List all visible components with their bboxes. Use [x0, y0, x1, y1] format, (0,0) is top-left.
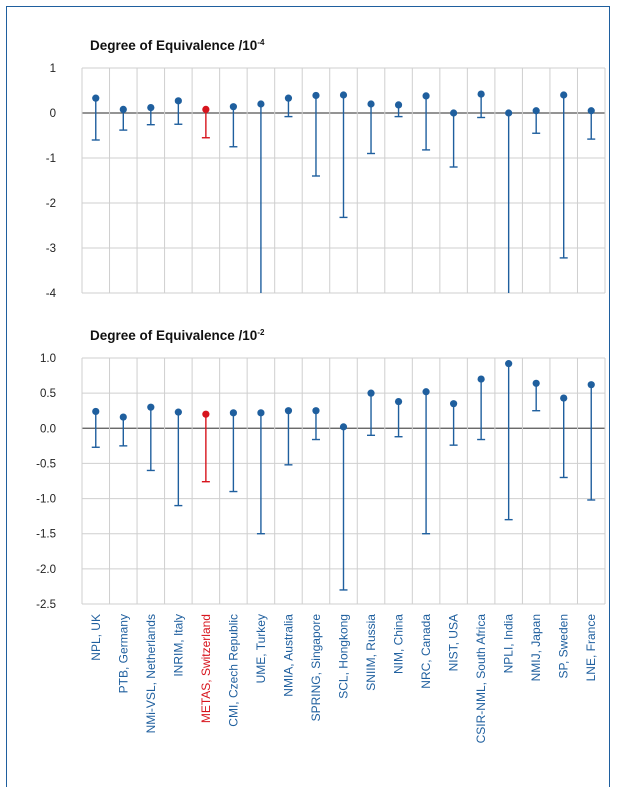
chart-1: Degree of Equivalence /10-4 1 0 -1 -2 -3 -4 — [46, 38, 606, 300]
data-point — [422, 92, 430, 100]
data-point — [284, 407, 293, 415]
data-point — [394, 101, 403, 109]
data-point — [339, 91, 348, 99]
data-point — [119, 413, 127, 421]
data-point — [505, 360, 513, 368]
data-point — [477, 375, 485, 383]
data-point — [560, 394, 568, 402]
category-label: INRIM, Italy — [171, 614, 185, 677]
data-point — [505, 109, 513, 117]
data-point — [477, 90, 485, 98]
y-tick-label: -4 — [46, 288, 57, 300]
category-label: NIM, China — [392, 614, 406, 674]
category-label: NPLI, India — [502, 614, 516, 674]
category-label: METAS, Switzerland — [199, 614, 213, 723]
chart-1-title-exponent: -4 — [257, 38, 265, 47]
data-point — [560, 91, 568, 99]
category-label: SCL, Hongkong — [337, 614, 351, 699]
data-point — [229, 103, 237, 111]
y-tick-label: 0.0 — [40, 423, 56, 435]
category-label: NMi-VSL, Netherlands — [144, 614, 158, 733]
y-tick-label: 1.0 — [40, 353, 56, 365]
data-point — [202, 105, 210, 113]
category-label: LNE, France — [584, 614, 598, 682]
data-point — [92, 94, 100, 102]
category-label: CSIR-NML, South Africa — [474, 614, 488, 744]
y-tick-label: 0.5 — [40, 388, 56, 400]
data-point — [147, 403, 155, 411]
category-label: CMI, Czech Republic — [226, 614, 240, 727]
data-point — [229, 409, 237, 417]
y-tick-label: 1 — [50, 63, 56, 75]
chart-2-title-exponent: -2 — [257, 328, 265, 337]
data-point — [339, 423, 348, 431]
y-tick-label: -3 — [46, 243, 56, 255]
category-label: SNIIM, Russia — [364, 614, 378, 691]
chart-2-y-tick-labels: 1.0 0.5 0.0 -0.5 -1.0 -1.5 -2.0 -2.5 — [36, 353, 56, 611]
data-point — [422, 388, 430, 396]
data-point — [257, 409, 265, 417]
category-label: UME, Turkey — [254, 614, 268, 683]
category-label: NIST, USA — [447, 614, 461, 671]
data-point — [367, 100, 375, 108]
chart-1-title: Degree of Equivalence /10-4 — [90, 38, 265, 53]
chart-1-y-tick-labels: 1 0 -1 -2 -3 -4 — [46, 63, 57, 300]
category-label: NRC, Canada — [419, 614, 433, 689]
chart-1-grid — [81, 67, 606, 294]
category-label: SPRING, Singapore — [309, 614, 323, 722]
data-point — [587, 107, 595, 115]
category-label: NPL, UK — [89, 614, 103, 661]
data-point — [394, 397, 403, 406]
data-point — [532, 379, 540, 387]
y-tick-label: -1 — [46, 153, 56, 165]
data-point — [147, 104, 155, 112]
category-labels: NPL, UK PTB, Germany NMi-VSL, Netherlands I… — [89, 614, 598, 744]
data-point — [367, 389, 375, 397]
category-label: NMIA, Australia — [281, 614, 295, 697]
data-point — [450, 400, 458, 408]
y-tick-label: -0.5 — [36, 458, 56, 470]
category-label: NMIJ, Japan — [529, 614, 543, 681]
chart-2-marks — [91, 360, 596, 591]
data-point — [312, 407, 320, 415]
chart-2-title: Degree of Equivalence /10-2 — [90, 328, 265, 343]
data-point — [92, 407, 100, 416]
figure-frame — [6, 6, 610, 787]
data-point — [119, 105, 127, 113]
data-point — [587, 381, 595, 389]
y-tick-label: 0 — [50, 108, 56, 120]
data-point — [174, 97, 182, 105]
y-tick-label: -1.0 — [36, 494, 56, 506]
category-label: PTB, Germany — [116, 614, 130, 693]
data-point — [202, 410, 210, 418]
data-point — [284, 94, 293, 102]
data-point — [312, 91, 320, 100]
data-point — [257, 100, 265, 108]
chart-2: Degree of Equivalence /10-2 1.0 0.5 0.0 -0.… — [36, 328, 606, 744]
data-point — [532, 107, 540, 115]
chart-1-marks — [91, 90, 596, 293]
data-point — [450, 109, 458, 117]
y-tick-label: -2.5 — [36, 599, 56, 611]
y-tick-label: -2.0 — [36, 564, 56, 576]
data-point — [174, 408, 182, 416]
y-tick-label: -2 — [46, 198, 56, 210]
chart-2-grid — [81, 357, 606, 605]
y-tick-label: -1.5 — [36, 529, 56, 541]
category-label: SP, Sweden — [557, 614, 571, 679]
